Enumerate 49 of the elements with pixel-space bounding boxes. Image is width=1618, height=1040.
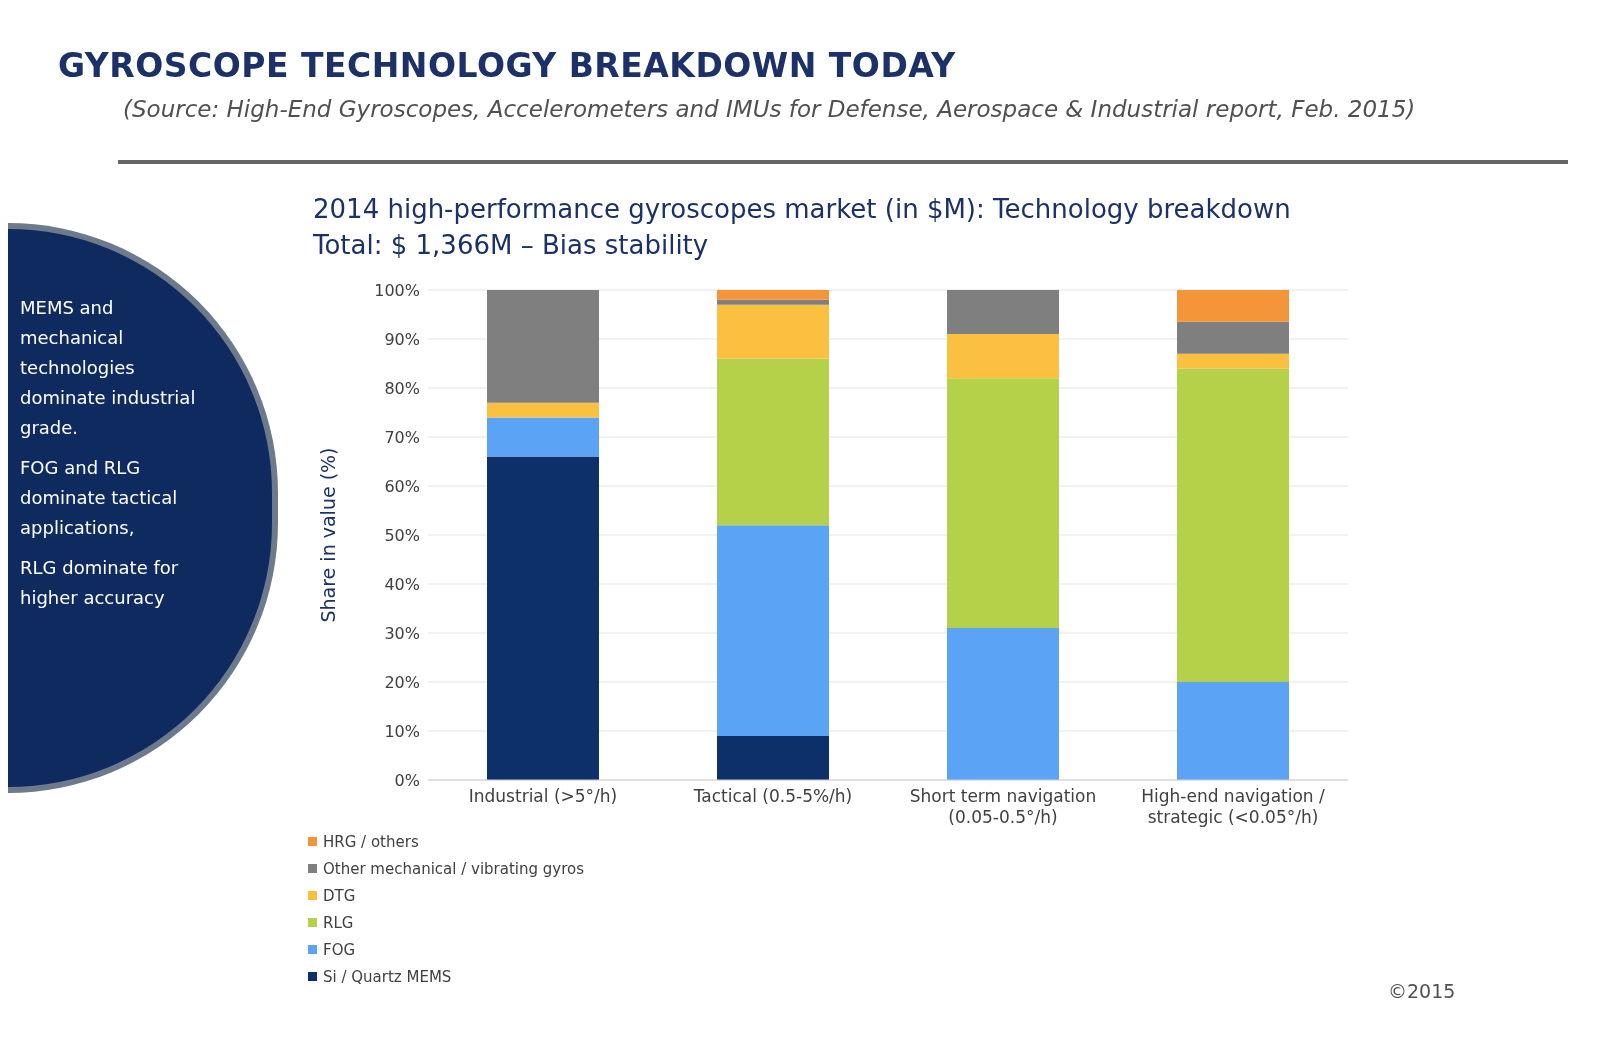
text: MEMS and mechanical technologies dominate industrial grade. [20, 296, 197, 440]
legend-label: Other mechanical / vibrating gyros [322, 858, 585, 880]
x-tick-label: Tactical (0.5-5%/h) [692, 786, 853, 806]
bar [947, 628, 1059, 780]
legend-label: Si / Quartz MEMS [322, 966, 453, 988]
bar [947, 378, 1059, 629]
x-tick-label: Short term navigation (0.05-0.5°/h) [909, 786, 1097, 827]
bar [947, 290, 1059, 335]
text: FOG and RLG dominate tactical applications, [20, 456, 179, 540]
y-tick-label: 30% [384, 623, 420, 643]
bar [1177, 321, 1289, 354]
y-axis-title: Share in value (%) [316, 447, 339, 623]
bar [1177, 682, 1289, 780]
y-tick-label: 100% [374, 280, 420, 300]
bar [487, 417, 599, 457]
bar [717, 304, 829, 359]
y-tick-label: 90% [384, 329, 420, 349]
x-tick-label: High-end navigation / strategic (<0.05°/h) [1141, 786, 1326, 827]
chart-subtitle: 2014 high-performance gyroscopes market (in $M): Technology breakdown [313, 194, 1291, 224]
text: Total: $ 1,366M – Bias stability [313, 230, 709, 260]
bar [487, 402, 599, 418]
text: ©2015 [1388, 980, 1456, 1002]
bar [1177, 353, 1289, 369]
y-tick-label: 20% [384, 672, 420, 692]
chart-title: GYROSCOPE TECHNOLOGY BREAKDOWN TODAY [58, 46, 956, 85]
bar [1177, 368, 1289, 682]
y-tick-label: 60% [384, 476, 420, 496]
y-tick-label: 50% [384, 525, 420, 545]
legend-label: RLG [322, 912, 355, 934]
y-tick-label: 10% [384, 721, 420, 741]
bar [717, 358, 829, 526]
bar [717, 299, 829, 305]
y-tick-label: 70% [384, 427, 420, 447]
bar [487, 456, 599, 780]
x-tick-label: Industrial (>5°/h) [468, 786, 618, 806]
bar [947, 334, 1059, 379]
legend-label: HRG / others [322, 831, 420, 853]
text: (Source: High-End Gyroscopes, Accelerometers and IMUs for Defense, Aerospace & Industrial report, Feb. 2015) [123, 96, 1417, 122]
y-tick-label: 80% [384, 378, 420, 398]
legend-label: DTG [322, 885, 357, 907]
bar [1177, 290, 1289, 322]
bar [717, 735, 829, 780]
y-tick-label: 0% [394, 770, 420, 790]
legend-label: FOG [322, 939, 357, 961]
bar [487, 290, 599, 403]
y-tick-label: 40% [384, 574, 420, 594]
text: RLG dominate for higher accuracy [20, 556, 180, 610]
bar [717, 290, 829, 300]
bar [717, 525, 829, 736]
